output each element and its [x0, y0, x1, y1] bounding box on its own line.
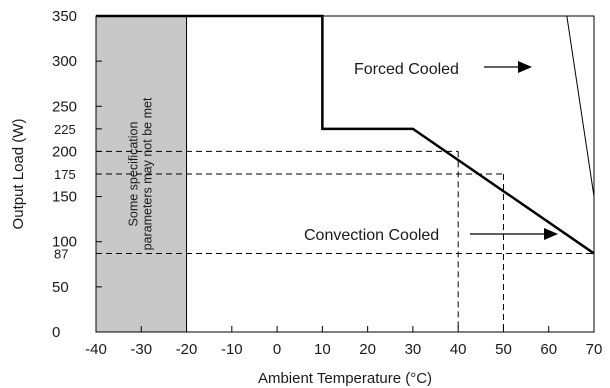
- x-tick-label: -20: [176, 341, 198, 358]
- x-tick-label: 70: [586, 341, 603, 358]
- y-tick-label: 175: [54, 167, 76, 182]
- annotation-forced-cooled: Forced Cooled: [354, 61, 459, 78]
- x-tick-label: -40: [85, 341, 107, 358]
- y-tick-label: 0: [52, 324, 60, 341]
- x-tick-label: -30: [130, 341, 152, 358]
- y-tick-label: 350: [52, 8, 77, 25]
- x-axis-ticks: -40 -30 -20 -10 0 10 20 30 40 50 60 70: [85, 326, 602, 358]
- y-tick-label: 87: [54, 246, 68, 261]
- x-axis-label: Ambient Temperature (°C): [258, 370, 432, 387]
- x-tick-label: 40: [450, 341, 467, 358]
- y-axis-label: Output Load (W): [10, 119, 27, 230]
- x-tick-label: 10: [314, 341, 331, 358]
- x-tick-label: 60: [540, 341, 557, 358]
- annotations: Forced Cooled Convection Cooled: [304, 61, 558, 244]
- y-tick-label: 250: [52, 98, 77, 115]
- arrow-head-convection-cooled: [544, 228, 558, 240]
- x-tick-label: -10: [221, 341, 243, 358]
- shaded-region-label-line1: Some specification: [126, 121, 140, 226]
- x-tick-label: 0: [273, 341, 281, 358]
- y-tick-label: 100: [52, 234, 77, 251]
- x-tick-label: 20: [359, 341, 376, 358]
- y-tick-label: 200: [52, 143, 77, 160]
- x-tick-label: 50: [495, 341, 512, 358]
- y-tick-label: 50: [52, 279, 69, 296]
- x-tick-label: 30: [405, 341, 422, 358]
- y-tick-label: 150: [52, 189, 77, 206]
- arrow-head-forced-cooled: [518, 61, 532, 73]
- annotation-convection-cooled: Convection Cooled: [304, 227, 439, 244]
- y-tick-label: 300: [52, 53, 77, 70]
- y-tick-label: 225: [54, 122, 76, 137]
